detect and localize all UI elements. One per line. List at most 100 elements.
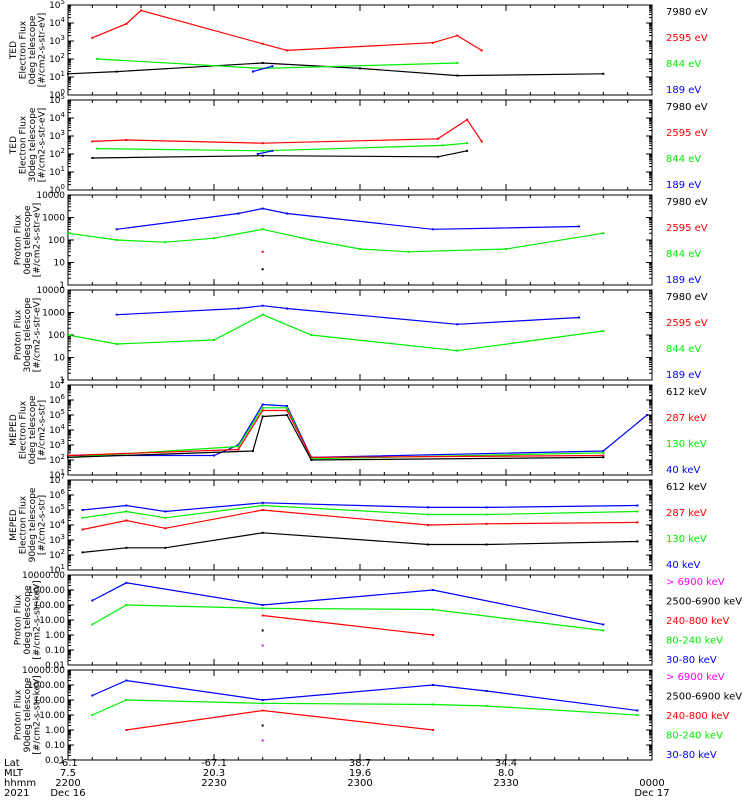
legend-entry: 287 keV [666,413,707,424]
panel-frame [67,99,653,191]
data-point [456,61,459,64]
data-point [125,519,128,522]
y-tick-label: 10 [54,259,66,269]
data-point [261,142,264,145]
x-row-label: hhmm [4,778,36,789]
data-point [636,709,639,712]
data-point [261,61,264,64]
y-axis-label-line: [#/cm2-s-str-eV] [37,13,47,88]
data-point [485,522,488,525]
data-point [261,724,264,727]
legend-entry: 189 eV [666,275,701,286]
data-point [115,228,118,231]
data-point [286,404,288,407]
panel-3: 1 10 100 1000 10000 Proton Flux0deg telescope… [14,191,708,291]
series-line-blue [257,150,273,155]
panel-frame [67,479,653,571]
y-tick-label: 1 [59,376,65,386]
x-row-label: MLT [4,768,24,779]
data-point [636,504,639,507]
data-point [261,313,264,316]
data-point [456,323,459,326]
series-line-red [92,9,483,52]
data-point [81,516,84,519]
y-tick-label: 101 [49,165,65,178]
legend-entry: 612 keV [666,482,707,493]
data-point [237,444,240,446]
y-axis-label: MEPEDElectron Flux90deg telescope[#/cm2-… [9,487,48,562]
data-point [237,212,240,215]
x-row-label: 2021 [4,788,29,799]
series-line-black [67,414,604,461]
y-axis-label-line: Electron Flux [18,495,28,554]
y-tick-label: 104 [49,111,65,124]
data-point [261,149,264,152]
data-point [602,454,605,457]
y-tick-label: 106 [49,393,65,406]
data-point [91,623,94,626]
data-point [125,581,128,584]
data-point [261,604,264,606]
legend-entry: 7980 eV [666,292,708,303]
data-point [602,456,605,459]
data-point [432,41,434,44]
legend-entry: 844 eV [666,249,701,260]
data-point [125,504,128,507]
data-point [436,155,439,158]
y-axis-label: Proton Flux90deg telescope[#/cm2-s-str-k… [14,675,43,754]
y-axis-label-line: [#/cm2-s-str-eV] [33,203,43,278]
data-point [427,513,430,516]
data-point [310,334,313,336]
data-point [436,137,439,140]
y-tick-label: 103 [49,34,65,47]
series-line-red [92,118,483,144]
data-point [466,142,469,145]
panel-frame [67,4,653,96]
y-axis-label: Proton Flux0deg telescope[#/cm2-s-str-eV… [14,203,43,278]
y-tick-label: 105 [49,503,65,516]
data-point [602,449,605,452]
data-point [310,239,313,241]
data-point [125,729,128,731]
series-line-blue [92,582,604,626]
y-tick-label: 101 [49,70,65,83]
data-point [602,72,605,75]
series-line-blue [252,65,273,73]
data-point [271,65,274,68]
y-axis-label-line: 0deg telescope [28,395,38,465]
data-point [456,349,459,352]
x-tick-label: 2200 [55,778,80,789]
y-axis-label-line: Electron Flux [18,400,28,459]
x-tick-label: 2300 [347,778,372,789]
data-point [432,703,434,706]
y-tick-label: 1.00 [45,726,65,736]
data-point [485,689,488,692]
data-point [237,307,240,310]
y-axis-label-line: 30deg telescope [28,107,38,182]
data-point [96,147,99,150]
y-tick-label: 1 [59,281,65,291]
data-point [261,699,264,701]
data-point [456,74,459,77]
y-tick-label: 100 [48,331,65,341]
data-point [286,409,288,412]
data-point [485,506,488,509]
data-point [602,330,605,333]
y-tick-label: 102 [49,453,65,466]
data-point [456,34,459,37]
legend-entry: 844 eV [666,344,701,355]
data-point [602,623,605,626]
x-tick-label: Dec 16 [50,788,85,799]
y-axis-label-line: TED [9,136,19,155]
data-point [310,456,313,459]
data-point [485,513,488,516]
data-point [286,212,288,215]
data-point [636,540,639,543]
data-point [261,154,264,157]
data-point [164,527,167,530]
data-point [67,72,69,75]
y-axis-label-line: 30deg telescope [23,297,33,372]
series-line-red [67,409,604,459]
data-point [286,414,288,416]
